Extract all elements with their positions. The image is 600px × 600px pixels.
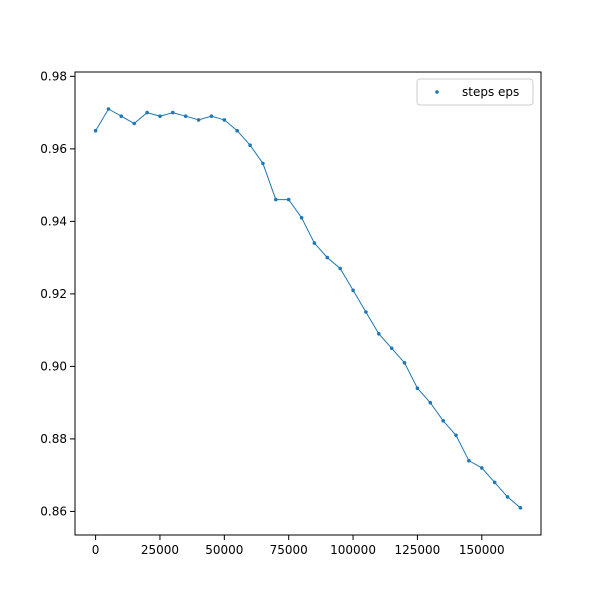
y-tick-label: 0.88 xyxy=(40,432,67,446)
data-point xyxy=(299,216,304,220)
data-point xyxy=(248,143,252,147)
y-tick-label: 0.90 xyxy=(40,359,67,373)
data-point xyxy=(235,128,239,133)
legend: steps eps xyxy=(416,78,534,106)
data-point xyxy=(389,346,394,351)
data-point xyxy=(402,361,407,365)
data-point xyxy=(209,114,214,118)
data-point xyxy=(428,400,433,405)
y-tick-label: 0.92 xyxy=(40,287,67,301)
data-point xyxy=(183,114,188,118)
x-tick-label: 50000 xyxy=(205,543,243,557)
data-point xyxy=(171,110,175,115)
series-line xyxy=(95,108,521,509)
data-point xyxy=(415,386,420,391)
x-tick-label: 100000 xyxy=(330,543,376,557)
data-point xyxy=(505,495,510,499)
data-point xyxy=(325,255,330,260)
data-point xyxy=(93,128,98,133)
data-point xyxy=(312,241,317,245)
data-point xyxy=(119,114,124,118)
data-point xyxy=(158,114,162,118)
y-tick-label: 0.98 xyxy=(40,69,67,83)
data-point xyxy=(518,506,523,510)
data-point xyxy=(351,288,355,293)
x-tick-label: 0 xyxy=(92,543,100,557)
data-point xyxy=(338,266,343,271)
data-point xyxy=(286,197,291,202)
plot-frame xyxy=(74,71,542,536)
data-point xyxy=(480,466,484,470)
legend-marker xyxy=(435,90,439,94)
data-point xyxy=(132,121,136,126)
y-tick-label: 0.96 xyxy=(40,142,67,156)
data-point xyxy=(145,110,149,115)
data-point xyxy=(441,419,446,423)
x-tick-label: 25000 xyxy=(141,543,179,557)
data-point xyxy=(222,118,227,122)
data-point xyxy=(106,107,111,111)
x-tick-label: 150000 xyxy=(459,543,505,557)
data-point xyxy=(454,433,458,438)
y-axis: 0.86 0.88 0.90 0.92 0.94 0.96 0.98 xyxy=(40,69,75,518)
data-point xyxy=(467,458,471,463)
data-point xyxy=(196,118,201,122)
y-tick-label: 0.86 xyxy=(40,504,67,518)
legend-box xyxy=(416,78,534,106)
x-tick-label: 75000 xyxy=(270,543,308,557)
series-layer xyxy=(93,107,523,510)
data-point xyxy=(274,197,278,202)
x-axis: 0 25000 50000 75000 100000 125000 150000 xyxy=(92,535,505,557)
data-point xyxy=(377,332,381,336)
data-point xyxy=(364,310,368,314)
x-tick-label: 125000 xyxy=(395,543,441,557)
data-point xyxy=(261,161,265,166)
legend-label: steps eps xyxy=(462,85,519,99)
data-point xyxy=(492,480,497,485)
y-tick-label: 0.94 xyxy=(40,214,67,228)
